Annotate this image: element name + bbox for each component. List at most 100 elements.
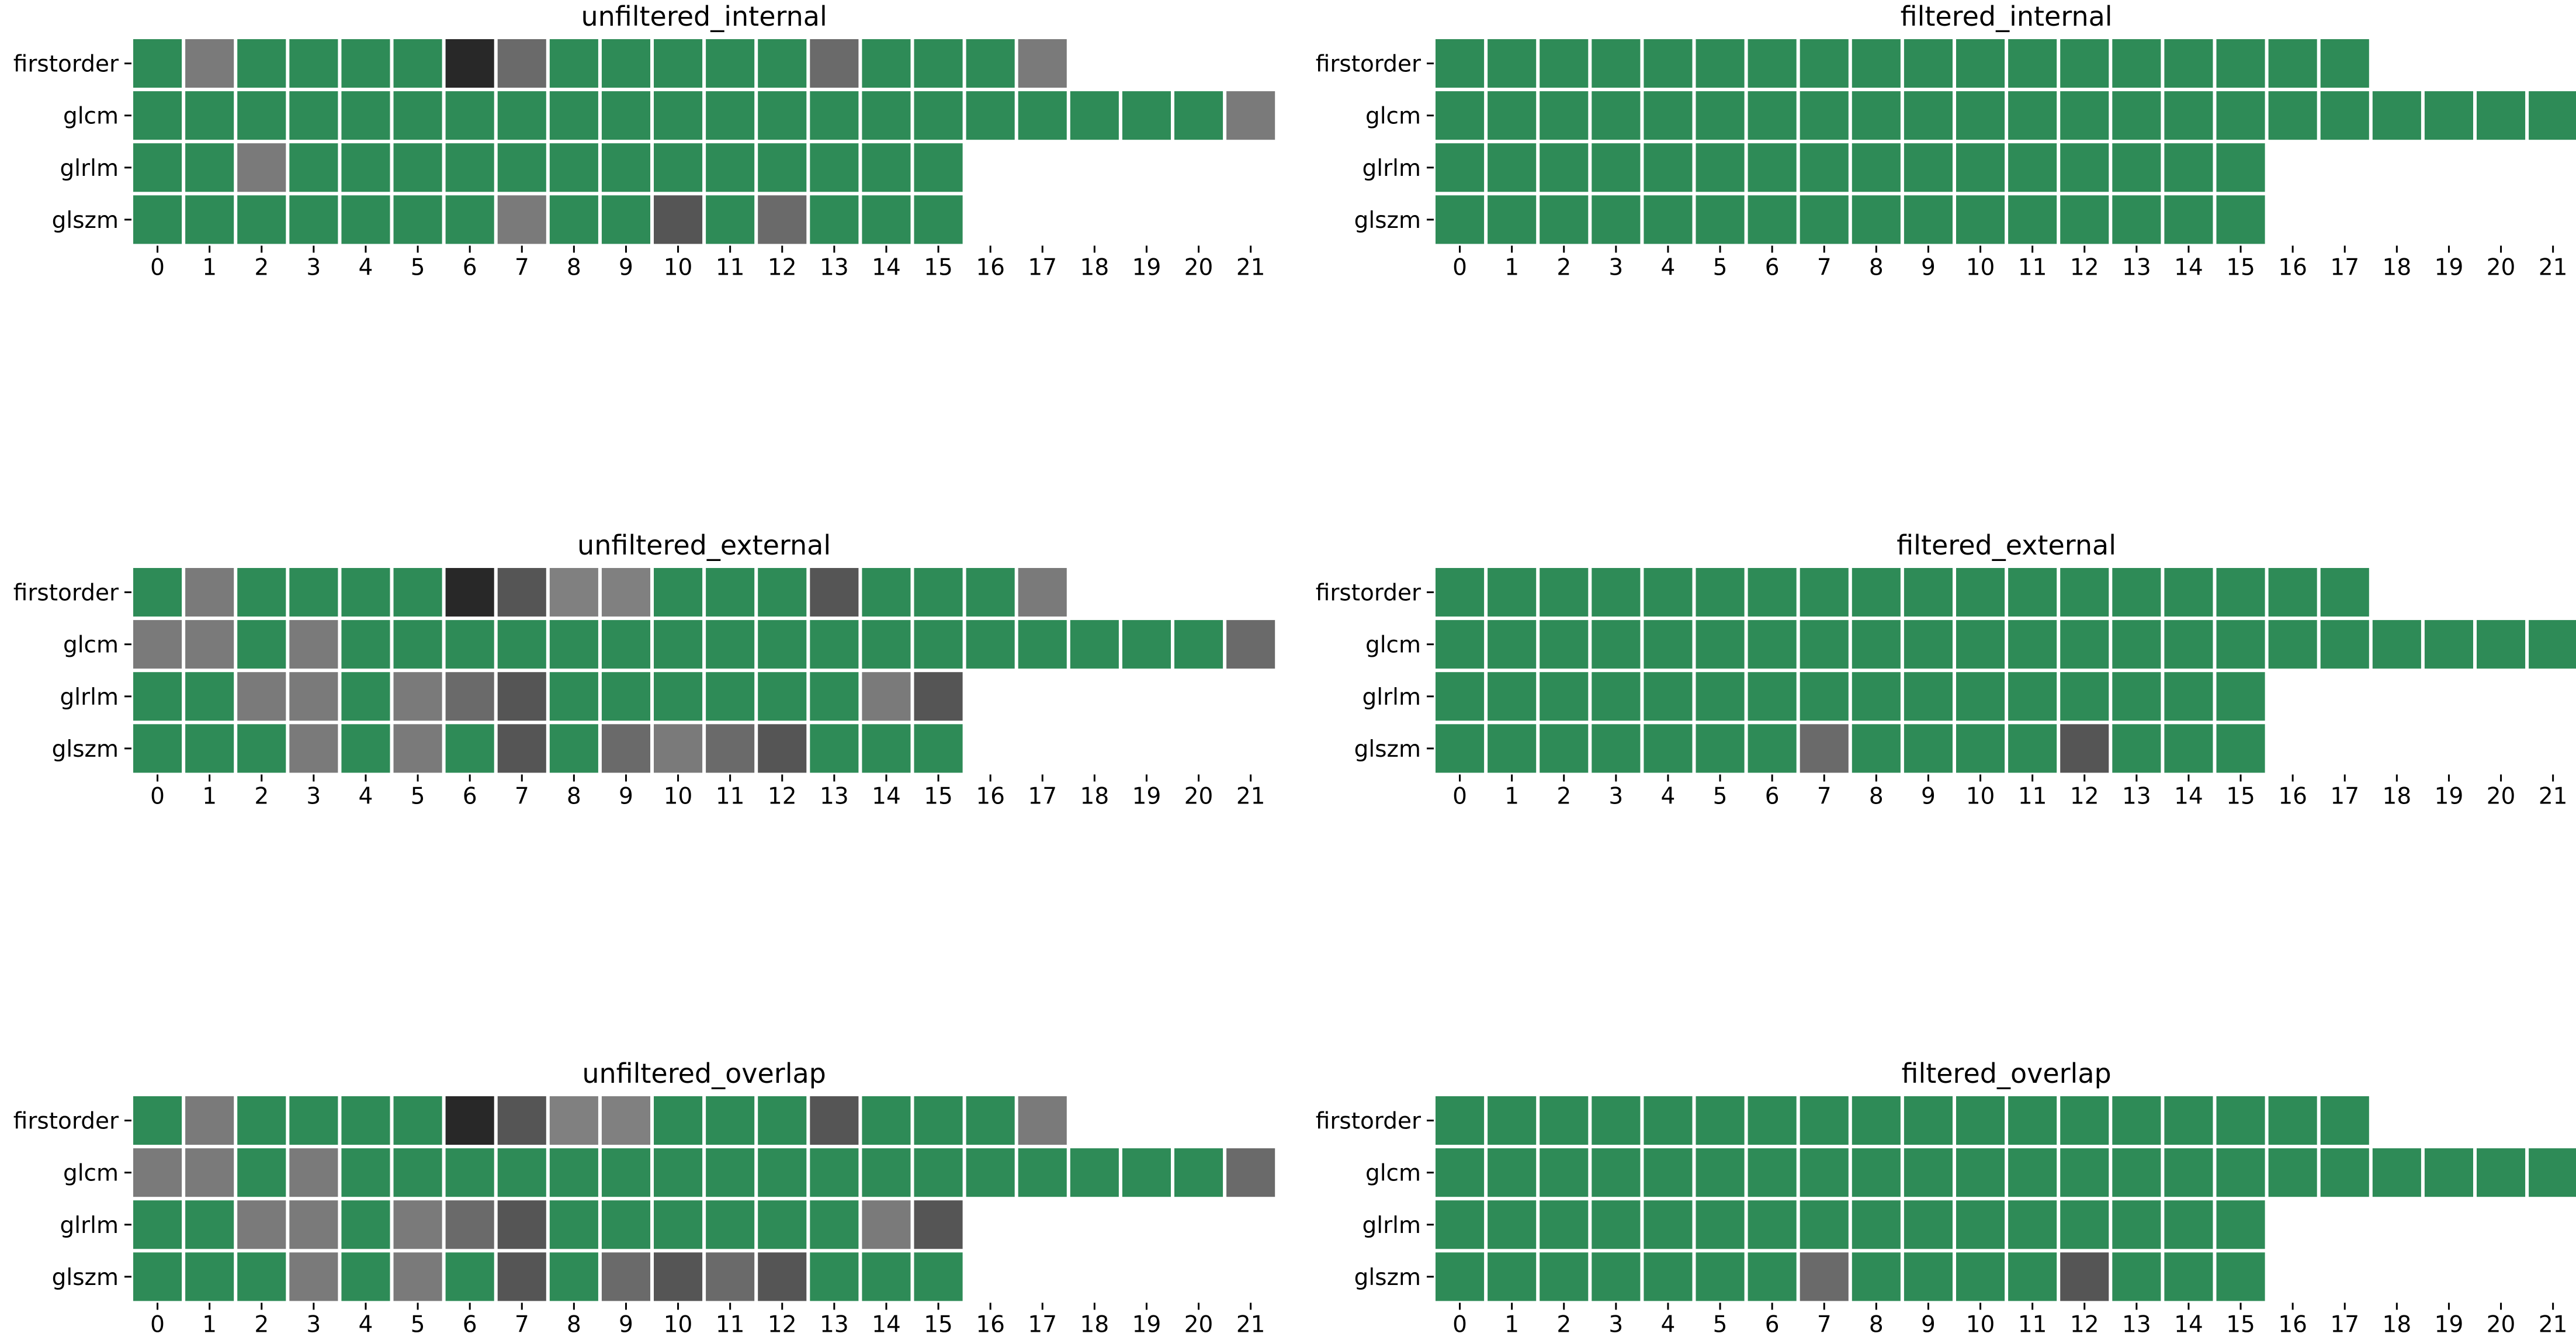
heatmap-cell-firstorder-14 (2164, 568, 2213, 617)
heatmap-cell-glrlm-2 (237, 672, 286, 721)
heatmap-cell-glszm-6 (1748, 195, 1797, 244)
y-tick-label: glszm (52, 1265, 119, 1291)
heatmap-cell-glcm-6 (1748, 620, 1797, 669)
heatmap-cell-glszm-7 (497, 724, 546, 773)
heatmap-cell-glrlm-6 (1748, 672, 1797, 721)
x-tick-label: 20 (1184, 1311, 1214, 1338)
heatmap-cell-firstorder-17 (1018, 568, 1067, 617)
x-tick-label: 10 (1966, 1311, 1995, 1338)
heatmap-cell-glrlm-4 (341, 143, 390, 192)
x-tick-label: 10 (664, 783, 693, 809)
y-tick-label: glrlm (60, 1213, 119, 1239)
heatmap-cell-glrlm-15 (2216, 672, 2265, 721)
x-tick-label: 18 (2383, 254, 2412, 280)
panel-title: filtered_external (1897, 529, 2116, 561)
heatmap-cell-glcm-17 (2320, 620, 2369, 669)
heatmap-cell-glszm-3 (1592, 724, 1641, 773)
heatmap-panel-filtered_external: filtered_external firstorder glcm glrlm glsz… (1316, 529, 2576, 809)
heatmap-cell-glszm-2 (1540, 724, 1589, 773)
heatmap-cell-glszm-4 (1644, 195, 1693, 244)
heatmap-cell-glcm-1 (1488, 1148, 1537, 1197)
heatmap-cell-glszm-14 (862, 1252, 911, 1301)
heatmap-cell-firstorder-8 (549, 39, 598, 88)
heatmap-cell-glrlm-1 (1488, 143, 1537, 192)
x-tick-label: 6 (1765, 1311, 1780, 1338)
x-tick-label: 11 (2018, 254, 2047, 280)
x-tick-label: 15 (2226, 783, 2255, 809)
heatmap-cell-glrlm-11 (706, 143, 755, 192)
panel-title: unfiltered_overlap (582, 1058, 826, 1089)
heatmap-cell-glrlm-4 (1644, 1200, 1693, 1249)
x-tick-label: 20 (2487, 1311, 2516, 1338)
heatmap-cell-glszm-7 (1800, 1252, 1849, 1301)
heatmap-cell-firstorder-2 (1540, 1096, 1589, 1145)
heatmap-cell-glcm-20 (2477, 1148, 2526, 1197)
heatmap-cell-firstorder-17 (1018, 1096, 1067, 1145)
heatmap-cell-glszm-4 (341, 1252, 390, 1301)
heatmap-cell-glrlm-4 (1644, 672, 1693, 721)
x-tick-label: 9 (619, 783, 633, 809)
heatmap-cell-glszm-6 (1748, 1252, 1797, 1301)
heatmap-cell-glcm-12 (758, 620, 807, 669)
x-tick-label: 17 (1028, 783, 1057, 809)
x-tick-label: 17 (2330, 783, 2359, 809)
heatmap-cell-glrlm-7 (1800, 1200, 1849, 1249)
heatmap-cell-glcm-9 (601, 620, 650, 669)
heatmap-cell-glcm-10 (654, 1148, 703, 1197)
heatmap-cell-glszm-13 (810, 724, 859, 773)
heatmap-cell-glszm-0 (1436, 1252, 1485, 1301)
x-tick-label: 6 (463, 783, 477, 809)
x-tick-label: 10 (664, 1311, 693, 1338)
heatmap-cell-firstorder-17 (2320, 1096, 2369, 1145)
heatmap-cell-glcm-7 (1800, 620, 1849, 669)
heatmap-cell-glcm-11 (706, 1148, 755, 1197)
heatmap-cell-firstorder-14 (2164, 39, 2213, 88)
heatmap-cell-glrlm-9 (601, 1200, 650, 1249)
heatmap-cell-glcm-16 (966, 91, 1015, 140)
heatmap-cell-glrlm-1 (1488, 672, 1537, 721)
heatmap-cell-glszm-11 (2008, 1252, 2057, 1301)
heatmap-cell-firstorder-1 (185, 1096, 234, 1145)
x-tick-label: 13 (2122, 783, 2151, 809)
heatmap-cell-glszm-2 (1540, 195, 1589, 244)
x-tick-label: 18 (1080, 1311, 1110, 1338)
heatmap-cell-glcm-10 (1956, 91, 2005, 140)
x-tick-label: 3 (306, 783, 321, 809)
heatmap-cell-firstorder-9 (1904, 568, 1953, 617)
x-tick-label: 0 (150, 254, 165, 280)
heatmap-cell-firstorder-5 (393, 39, 442, 88)
heatmap-cell-glcm-15 (2216, 91, 2265, 140)
heatmap-cell-glcm-5 (393, 91, 442, 140)
heatmap-cell-firstorder-6 (445, 39, 494, 88)
heatmap-cell-glcm-0 (133, 91, 182, 140)
heatmap-cell-glcm-7 (497, 1148, 546, 1197)
y-tick-label: glrlm (60, 684, 119, 711)
heatmap-cell-glcm-1 (185, 91, 234, 140)
x-tick-label: 14 (872, 783, 901, 809)
heatmap-cell-glcm-18 (1070, 1148, 1119, 1197)
x-tick-label: 4 (1661, 254, 1676, 280)
x-tick-label: 20 (2487, 254, 2516, 280)
x-tick-label: 7 (1817, 1311, 1832, 1338)
heatmap-cell-glcm-6 (1748, 1148, 1797, 1197)
heatmap-cell-firstorder-12 (2060, 568, 2109, 617)
x-tick-label: 6 (463, 1311, 477, 1338)
heatmap-cell-glszm-6 (445, 195, 494, 244)
x-tick-label: 16 (976, 254, 1005, 280)
y-tick-label: glrlm (1362, 155, 1421, 182)
heatmap-cell-glrlm-5 (1696, 1200, 1745, 1249)
heatmap-cell-glcm-8 (549, 1148, 598, 1197)
heatmap-cell-glszm-13 (2112, 1252, 2161, 1301)
x-tick-label: 0 (150, 1311, 165, 1338)
heatmap-cell-glrlm-6 (445, 143, 494, 192)
x-tick-label: 21 (2539, 254, 2568, 280)
x-tick-label: 9 (619, 254, 633, 280)
heatmap-cell-firstorder-0 (133, 1096, 182, 1145)
x-tick-label: 0 (1452, 783, 1467, 809)
x-tick-label: 8 (567, 254, 581, 280)
heatmap-cell-glszm-1 (185, 724, 234, 773)
heatmap-cell-firstorder-10 (1956, 568, 2005, 617)
heatmap-cell-glcm-13 (2112, 620, 2161, 669)
heatmap-cell-glcm-15 (2216, 620, 2265, 669)
heatmap-cell-glrlm-3 (289, 1200, 338, 1249)
